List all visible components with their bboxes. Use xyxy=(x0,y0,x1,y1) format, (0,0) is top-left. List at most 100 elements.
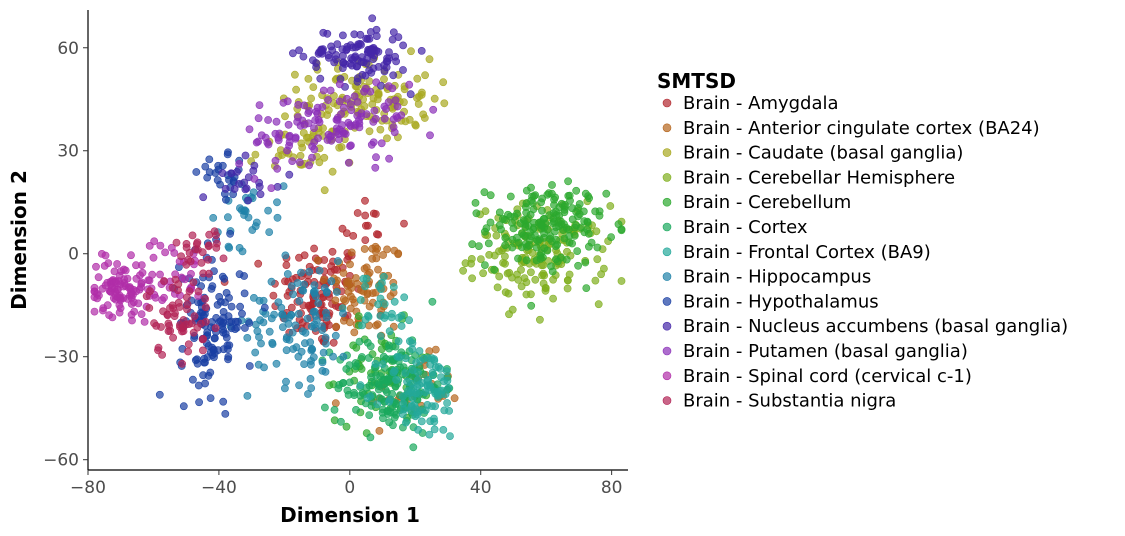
data-point xyxy=(326,86,335,95)
data-point xyxy=(443,376,452,385)
data-point xyxy=(329,338,338,347)
data-point xyxy=(361,211,370,220)
data-point xyxy=(188,231,197,240)
data-point xyxy=(282,377,290,386)
data-point xyxy=(285,170,294,179)
data-point xyxy=(529,205,538,214)
data-point xyxy=(538,221,546,229)
data-point xyxy=(219,397,228,406)
data-point xyxy=(155,390,164,399)
data-point xyxy=(156,270,164,279)
data-point xyxy=(358,71,367,79)
data-point xyxy=(373,95,382,104)
data-point xyxy=(433,388,442,396)
data-point xyxy=(347,54,356,63)
data-point xyxy=(92,262,100,271)
data-point xyxy=(548,267,557,276)
data-point xyxy=(468,274,476,283)
data-point xyxy=(337,110,346,118)
data-point xyxy=(324,130,333,139)
data-point xyxy=(226,229,234,238)
data-point xyxy=(356,381,365,390)
data-point xyxy=(225,243,234,252)
data-point xyxy=(405,115,414,124)
data-point xyxy=(303,314,312,323)
data-point xyxy=(385,327,394,336)
data-point xyxy=(472,209,481,218)
data-point xyxy=(393,352,402,361)
data-point xyxy=(208,351,217,359)
y-tick-label: 0 xyxy=(68,245,79,265)
data-point xyxy=(305,161,313,170)
data-point xyxy=(199,193,208,202)
data-point xyxy=(445,406,453,415)
data-point xyxy=(224,355,232,364)
data-point xyxy=(532,256,541,265)
data-point xyxy=(350,30,359,39)
data-point xyxy=(154,343,163,352)
data-point xyxy=(343,386,352,395)
data-point xyxy=(120,279,129,287)
data-point xyxy=(218,161,227,170)
data-point xyxy=(544,189,553,198)
data-point xyxy=(443,399,451,407)
data-point xyxy=(161,248,169,257)
data-point xyxy=(295,158,304,167)
data-point xyxy=(370,51,379,60)
data-point xyxy=(259,296,268,305)
axes-layer: −80 −40 0 40 80 −60 −30 0 30 60 xyxy=(43,10,628,498)
data-point xyxy=(296,151,305,160)
data-point xyxy=(425,55,434,64)
data-point xyxy=(359,274,368,283)
data-point xyxy=(565,191,574,200)
data-point xyxy=(231,325,239,333)
data-point xyxy=(565,231,574,240)
data-point xyxy=(316,74,325,83)
data-point xyxy=(241,151,250,160)
data-point xyxy=(363,394,372,402)
data-point xyxy=(219,307,228,316)
data-point xyxy=(394,33,403,41)
data-point xyxy=(108,313,117,322)
data-point xyxy=(140,317,149,326)
data-point xyxy=(371,242,380,251)
data-point xyxy=(411,120,420,129)
data-point xyxy=(379,352,388,361)
data-point xyxy=(130,307,139,316)
data-point xyxy=(196,319,205,328)
data-point xyxy=(331,399,340,408)
data-point xyxy=(338,52,347,60)
data-point xyxy=(380,379,389,388)
data-point xyxy=(250,174,259,183)
data-point xyxy=(474,242,483,250)
data-point xyxy=(273,213,282,222)
legend-title: SMTSD xyxy=(657,69,736,93)
data-point xyxy=(431,345,440,354)
data-point xyxy=(305,267,314,276)
data-point xyxy=(411,412,420,421)
data-point xyxy=(346,304,355,313)
data-point xyxy=(255,101,264,109)
data-point xyxy=(552,255,560,264)
x-tick-label: 40 xyxy=(470,478,492,498)
y-axis-title: Dimension 2 xyxy=(7,170,31,310)
data-point xyxy=(342,422,351,431)
data-point xyxy=(293,113,302,122)
legend-marker xyxy=(662,272,672,281)
data-point xyxy=(252,138,261,147)
data-point xyxy=(292,343,301,352)
data-point xyxy=(287,282,296,290)
data-point xyxy=(522,186,531,195)
data-point xyxy=(500,252,509,261)
data-point xyxy=(389,28,398,37)
data-point xyxy=(331,296,340,305)
data-point xyxy=(281,112,289,121)
data-point xyxy=(235,159,244,168)
legend-label: Brain - Cerebellar Hemisphere xyxy=(683,167,955,188)
data-point xyxy=(268,338,277,347)
data-point xyxy=(409,443,418,452)
data-point xyxy=(291,133,300,142)
data-point xyxy=(552,207,560,216)
legend-label: Brain - Substantia nigra xyxy=(683,391,896,412)
